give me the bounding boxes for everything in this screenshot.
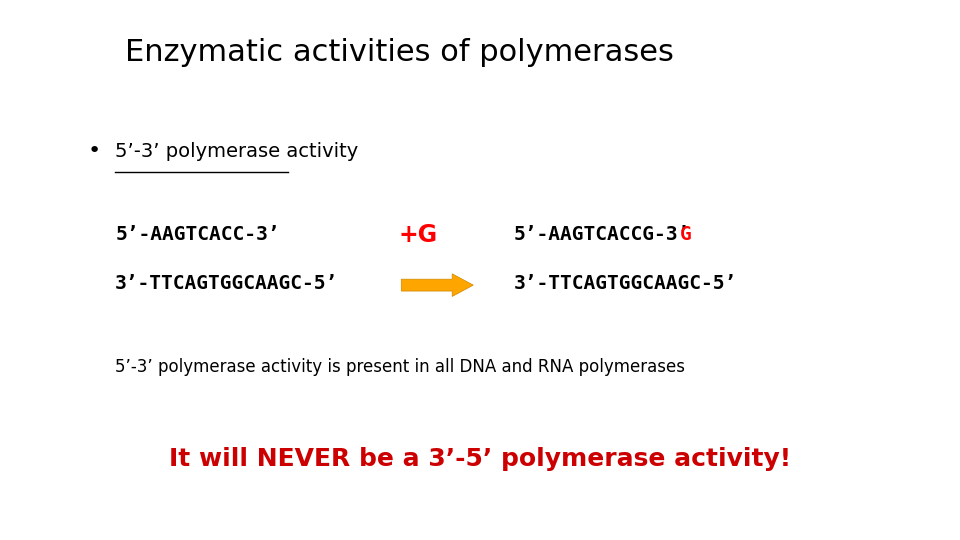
Text: 5’-3’ polymerase activity: 5’-3’ polymerase activity xyxy=(115,141,358,161)
Text: 5’-AAGTCACCG-3’: 5’-AAGTCACCG-3’ xyxy=(514,225,690,245)
Text: 3’-TTCAGTGGCAAGC-5’: 3’-TTCAGTGGCAAGC-5’ xyxy=(514,274,737,293)
Text: 3’-TTCAGTGGCAAGC-5’: 3’-TTCAGTGGCAAGC-5’ xyxy=(115,274,339,293)
Text: It will NEVER be a 3’-5’ polymerase activity!: It will NEVER be a 3’-5’ polymerase acti… xyxy=(169,447,791,471)
FancyArrow shape xyxy=(401,274,473,296)
Text: •: • xyxy=(87,141,101,161)
Text: 5’-AAGTCACC-3’: 5’-AAGTCACC-3’ xyxy=(115,225,279,245)
Text: +G: +G xyxy=(398,223,437,247)
Text: 5’-3’ polymerase activity is present in all DNA and RNA polymerases: 5’-3’ polymerase activity is present in … xyxy=(115,358,685,376)
Text: Enzymatic activities of polymerases: Enzymatic activities of polymerases xyxy=(125,38,674,67)
Text: G: G xyxy=(681,225,692,245)
